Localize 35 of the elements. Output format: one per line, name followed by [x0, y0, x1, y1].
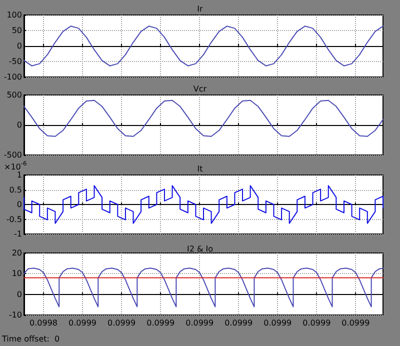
y-tick-label: 50 [12, 26, 22, 35]
y-tick-label: -500 [4, 150, 22, 160]
x-tick-label: 0.0999 [302, 318, 331, 328]
line-series [24, 268, 384, 308]
y-tick-label: -100 [4, 72, 22, 82]
y-tick-label: 100 [6, 10, 22, 20]
x-tick-label: 0.0998 [30, 318, 58, 328]
chart-title: It [197, 164, 203, 174]
y-tick-label: 0 [16, 290, 22, 299]
y-tick-label: 0 [16, 120, 22, 130]
text: Time offset: 0 [1, 334, 60, 344]
x-tick-label: 0.0999 [224, 318, 253, 328]
x-tick-label: 0.0999 [146, 318, 175, 328]
y-tick-label: -50 [8, 57, 22, 66]
x-tick-label: 0.0999 [108, 318, 136, 328]
line-series [24, 100, 384, 137]
chart-title: Ir [197, 4, 204, 14]
y-tick-label: 1 [16, 170, 22, 180]
x-tick-label: 0.0999 [186, 318, 214, 328]
y-tick-label: 0 [16, 200, 22, 209]
y-tick-label: 0.5 [9, 185, 22, 194]
x-tick-label: 0.0999 [342, 318, 370, 328]
y-tick-label: 20 [12, 248, 22, 258]
y-tick-label: 500 [6, 90, 22, 100]
x-tick-label: 0.0999 [264, 318, 292, 328]
y-tick-label: 0 [16, 42, 22, 50]
y-tick-label: -1 [14, 230, 22, 238]
chart-title: Vcr [193, 84, 208, 94]
chart-title: I2 & Io [186, 244, 214, 254]
x-tick-label: 0.0999 [68, 318, 97, 328]
line-series [24, 26, 384, 66]
y-tick-label: 10 [12, 269, 22, 278]
y-tick-label: -0.5 [6, 214, 22, 224]
y-tick-label: -10 [8, 310, 22, 320]
line-series [24, 185, 384, 224]
